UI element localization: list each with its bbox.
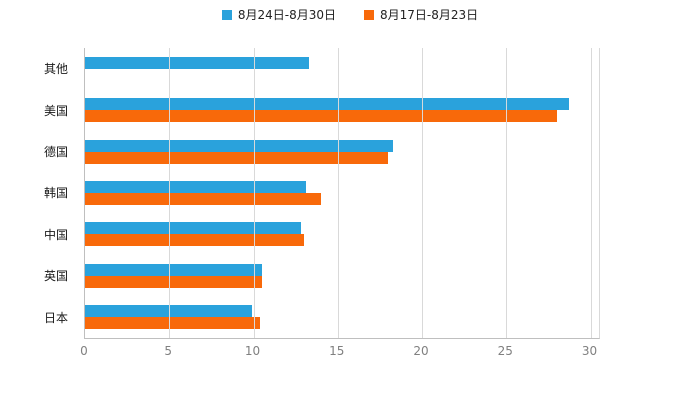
gridline bbox=[253, 48, 255, 338]
bar-s1-c3 bbox=[85, 192, 321, 205]
bar-s0-c6 bbox=[85, 305, 252, 318]
bar-row bbox=[85, 48, 599, 89]
bar-row bbox=[85, 297, 599, 338]
bar-row bbox=[85, 172, 599, 213]
y-category-label: 英国 bbox=[43, 269, 68, 284]
x-tick-label: 20 bbox=[413, 344, 429, 358]
bar-s0-c2 bbox=[85, 139, 394, 152]
legend-label: 8月24日-8月30日 bbox=[237, 8, 336, 22]
gridline bbox=[590, 48, 592, 338]
bar-row bbox=[85, 214, 599, 255]
bar-s0-c0 bbox=[85, 56, 310, 69]
y-category-label: 日本 bbox=[43, 310, 68, 325]
x-tick-label: 30 bbox=[581, 344, 598, 358]
gridline bbox=[506, 48, 508, 338]
bar-s0-c5 bbox=[85, 263, 262, 276]
y-category-label: 中国 bbox=[43, 227, 68, 242]
bar-s0-c1 bbox=[85, 98, 569, 111]
x-tick-label: 10 bbox=[244, 344, 261, 358]
chart-legend: 8月24日-8月30日 8月17日-8月23日 bbox=[0, 6, 700, 23]
bar-row bbox=[85, 89, 599, 130]
y-category-label: 美国 bbox=[43, 103, 68, 118]
bar-row bbox=[85, 131, 599, 172]
legend-swatch-icon bbox=[221, 9, 232, 20]
y-category-label: 韩国 bbox=[43, 186, 68, 201]
gridline bbox=[169, 48, 171, 338]
bar-row bbox=[85, 255, 599, 296]
bar-s0-c4 bbox=[85, 222, 301, 235]
x-tick-label: 5 bbox=[164, 344, 173, 358]
y-category-label: 其他 bbox=[43, 62, 68, 77]
bar-s1-c6 bbox=[85, 317, 261, 330]
gridline bbox=[422, 48, 424, 338]
legend-label: 8月17日-8月23日 bbox=[380, 8, 479, 22]
plot-area bbox=[84, 48, 600, 339]
gridline bbox=[337, 48, 339, 338]
legend-item-0[interactable]: 8月24日-8月30日 bbox=[221, 6, 336, 23]
bar-s1-c4 bbox=[85, 234, 305, 247]
y-category-label: 德国 bbox=[43, 145, 68, 160]
bar-s1-c5 bbox=[85, 275, 262, 288]
y-axis-labels: 其他美国德国韩国中国英国日本 bbox=[0, 48, 78, 338]
bar-rows bbox=[85, 48, 599, 338]
legend-swatch-icon bbox=[364, 9, 374, 20]
x-tick-label: 15 bbox=[329, 344, 345, 358]
bar-s0-c3 bbox=[85, 180, 306, 193]
bar-s1-c1 bbox=[85, 110, 557, 123]
x-tick-label: 0 bbox=[80, 344, 88, 358]
legend-item-1[interactable]: 8月17日-8月23日 bbox=[364, 6, 478, 23]
x-axis-labels: 0 5 10 15 20 25 30 bbox=[80, 344, 598, 360]
bar-s1-c2 bbox=[85, 151, 389, 164]
x-tick-label: 25 bbox=[497, 344, 513, 358]
